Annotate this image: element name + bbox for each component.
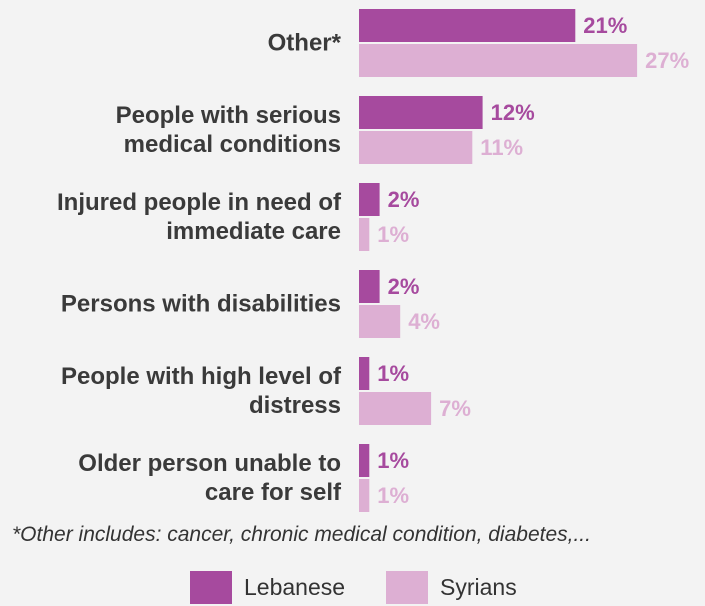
data-label-syrians: 4% [408, 309, 440, 334]
data-label-syrians: 7% [439, 396, 471, 421]
category-label: Persons with disabilities [61, 291, 341, 318]
bar-lebanese [359, 357, 370, 390]
category-group: 2% 4% Persons with disabilities [61, 270, 440, 338]
data-label-lebanese: 21% [583, 13, 627, 38]
data-label-lebanese: 2% [388, 274, 420, 299]
category-label: People with serious [116, 102, 341, 129]
data-label-syrians: 1% [377, 222, 409, 247]
data-label-lebanese: 12% [491, 100, 535, 125]
legend-label-lebanese: Lebanese [244, 574, 346, 600]
data-label-lebanese: 2% [388, 187, 420, 212]
legend-item-syrians: Syrians [386, 571, 517, 604]
bar-lebanese [359, 96, 483, 129]
category-label: immediate care [166, 218, 341, 245]
category-label: care for self [205, 479, 342, 506]
category-group: 21% 27% Other* [268, 9, 689, 77]
data-label-lebanese: 1% [377, 361, 409, 386]
bar-lebanese [359, 270, 380, 303]
legend-swatch-lebanese [190, 571, 232, 604]
bar-syrians [359, 479, 370, 512]
bar-lebanese [359, 9, 576, 42]
chart-footnote: *Other includes: cancer, chronic medical… [12, 523, 591, 546]
legend: Lebanese Syrians [0, 571, 705, 606]
category-label: Other* [268, 30, 342, 57]
data-label-syrians: 27% [645, 48, 689, 73]
data-label-lebanese: 1% [377, 448, 409, 473]
bar-syrians [359, 218, 370, 251]
bar-syrians [359, 131, 473, 164]
category-label: medical conditions [124, 131, 341, 158]
legend-swatch-syrians [386, 571, 428, 604]
bar-chart: 21% 27% Other* 12% 11% People with seriousmed… [57, 9, 689, 512]
legend-item-lebanese: Lebanese [190, 571, 345, 604]
bar-lebanese [359, 183, 380, 216]
bar-syrians [359, 44, 638, 77]
data-label-syrians: 11% [480, 135, 523, 160]
category-label: Older person unable to [78, 450, 341, 477]
bar-syrians [359, 392, 432, 425]
bar-lebanese [359, 444, 370, 477]
category-label: distress [249, 392, 341, 419]
legend-label-syrians: Syrians [440, 574, 517, 600]
category-label: Injured people in need of [57, 189, 342, 216]
category-label: People with high level of [61, 363, 342, 390]
bar-syrians [359, 305, 401, 338]
data-label-syrians: 1% [377, 483, 409, 508]
